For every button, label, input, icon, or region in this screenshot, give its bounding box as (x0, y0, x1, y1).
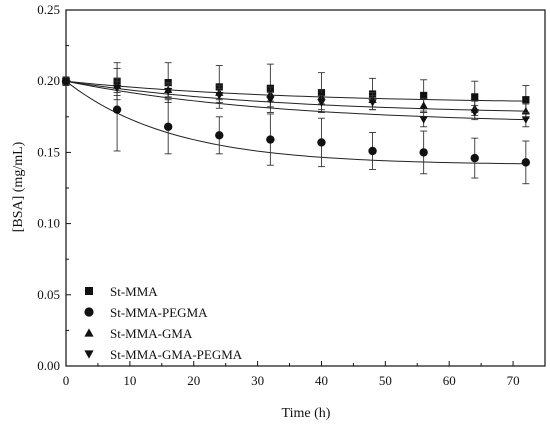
y-tick-label: 0.20 (37, 73, 60, 88)
y-tick-label: 0.10 (37, 216, 60, 231)
y-tick-label: 0.00 (37, 358, 60, 373)
point-st-mma (522, 96, 530, 104)
legend-marker-st-mma-pegma (84, 307, 94, 317)
point-st-mma-gma-pegma (215, 92, 224, 100)
x-tick-label: 30 (251, 373, 264, 388)
fit-curve-st-mma (65, 80, 526, 102)
y-axis-title: [BSA] (mg/mL) (11, 141, 26, 232)
legend-label-st-mma-gma: St-MMA-GMA (110, 326, 193, 341)
point-st-mma-pegma (112, 105, 122, 114)
plot-area: 0 10 20 30 40 50 60 70 0.00 0.05 0.10 0.15 0.20 0.25 S… (37, 2, 546, 388)
point-st-mma-gma (419, 101, 428, 109)
x-tick-label: 60 (443, 373, 456, 388)
point-st-mma-gma-pegma (164, 87, 173, 96)
point-st-mma-gma-pegma (266, 96, 275, 104)
point-st-mma-gma-pegma (317, 99, 326, 107)
point-st-mma (420, 91, 428, 100)
point-st-mma-gma-pegma (419, 116, 428, 124)
x-tick-label: 20 (187, 373, 200, 388)
point-st-mma-pegma (215, 131, 224, 140)
point-st-mma-pegma (521, 158, 531, 167)
point-st-mma-gma-pegma (61, 77, 71, 86)
point-st-mma-gma-pegma (112, 85, 122, 93)
fit-curve-st-mma-gma-pegma (65, 80, 526, 121)
y-tick-label: 0.15 (37, 144, 60, 159)
y-tick-label: 0.05 (37, 287, 60, 302)
x-tick-label: 70 (507, 373, 520, 388)
fit-curve-st-mma-pegma (65, 80, 526, 165)
legend-marker-st-mma-gma (84, 328, 94, 337)
x-tick-label: 50 (379, 373, 392, 388)
legend-label-st-mma-pegma: St-MMA-PEGMA (110, 305, 208, 320)
legend-label-st-mma: St-MMA (110, 284, 158, 299)
point-st-mma-pegma (266, 135, 275, 144)
point-st-mma-pegma (163, 122, 173, 131)
fit-curve-st-mma-gma (65, 80, 526, 112)
point-st-mma-gma-pegma (470, 109, 479, 117)
x-axis-title: Time (h) (282, 406, 331, 421)
point-st-mma-gma-pegma (521, 116, 530, 124)
point-st-mma-pegma (317, 138, 326, 147)
point-st-mma-pegma (368, 146, 377, 156)
x-tick-label: 0 (63, 373, 70, 388)
point-st-mma (471, 93, 479, 101)
point-st-mma-pegma (470, 153, 479, 163)
x-tick-label: 10 (123, 373, 136, 388)
point-st-mma-gma-pegma (368, 99, 377, 107)
legend-marker-st-mma-gma-pegma (84, 350, 94, 359)
y-tick-label: 0.25 (37, 2, 60, 17)
legend-marker-st-mma (85, 287, 93, 295)
point-st-mma-pegma (419, 148, 428, 157)
x-tick-label: 40 (315, 373, 328, 388)
legend-label-st-mma-gma-pegma: St-MMA-GMA-PEGMA (110, 347, 243, 362)
